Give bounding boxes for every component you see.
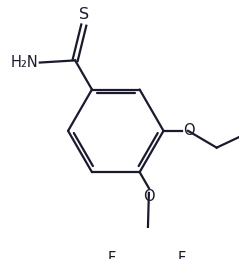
Text: S: S <box>79 7 89 22</box>
Text: F: F <box>108 251 116 259</box>
Text: H₂N: H₂N <box>11 55 39 70</box>
Text: O: O <box>143 190 155 204</box>
Text: O: O <box>183 123 195 138</box>
Text: F: F <box>178 251 186 259</box>
